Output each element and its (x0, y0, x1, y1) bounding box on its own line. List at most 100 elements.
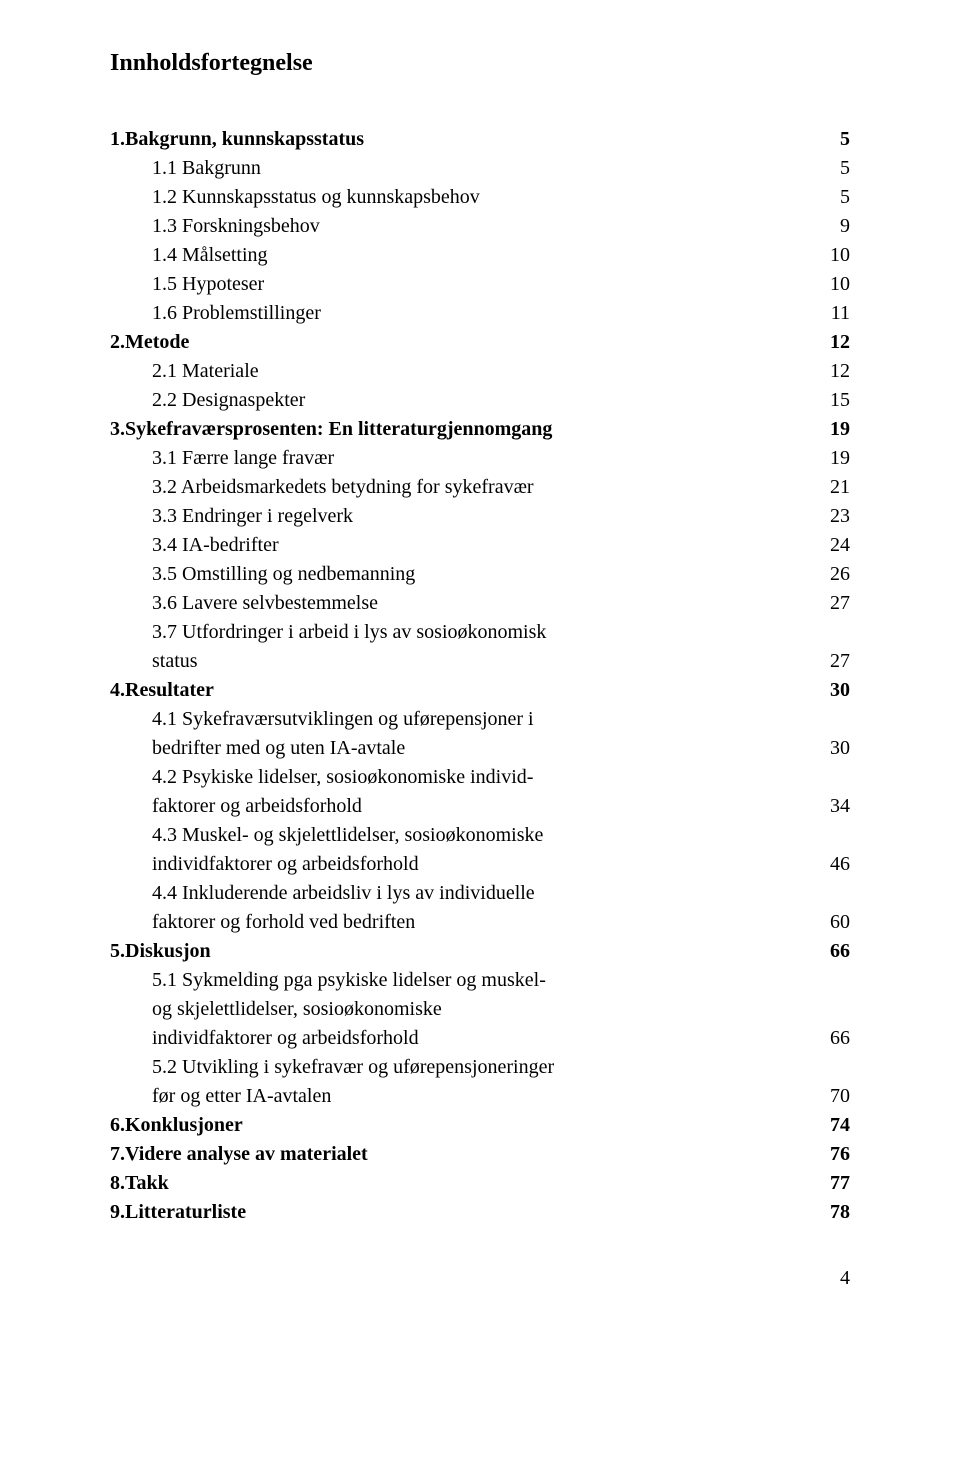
toc-entry-label: 9.Litteraturliste (110, 1198, 246, 1227)
toc-entry: bedrifter med og uten IA-avtale 30 (110, 734, 850, 763)
toc-entry-page: 19 (806, 444, 850, 473)
toc-entry-page: 12 (806, 328, 850, 357)
toc-entry: før og etter IA-avtalen 70 (110, 1082, 850, 1111)
toc-container: 1.Bakgrunn, kunnskapsstatus51.1 Bakgrunn… (110, 125, 850, 1227)
toc-entry: 5.Diskusjon 66 (110, 937, 850, 966)
toc-entry: 4.4 Inkluderende arbeidsliv i lys av ind… (110, 879, 850, 908)
toc-entry: 3.7 Utfordringer i arbeid i lys av sosio… (110, 618, 850, 647)
toc-entry-label: før og etter IA-avtalen (110, 1082, 331, 1111)
toc-entry: faktorer og forhold ved bedriften 60 (110, 908, 850, 937)
toc-entry: 4.2 Psykiske lidelser, sosioøkonomiske i… (110, 763, 850, 792)
toc-entry-page: 78 (806, 1198, 850, 1227)
toc-entry: 3.6 Lavere selvbestemmelse 27 (110, 589, 850, 618)
toc-entry: og skjelettlidelser, sosioøkonomiske (110, 995, 850, 1024)
toc-entry: individfaktorer og arbeidsforhold 46 (110, 850, 850, 879)
toc-entry: status 27 (110, 647, 850, 676)
toc-entry: 4.1 Sykefraværsutviklingen og uførepensj… (110, 705, 850, 734)
toc-entry-label: 1.5 Hypoteser (110, 270, 264, 299)
toc-entry: 9.Litteraturliste 78 (110, 1198, 850, 1227)
toc-entry-label: 3.5 Omstilling og nedbemanning (110, 560, 415, 589)
toc-entry-label: 3.2 Arbeidsmarkedets betydning for sykef… (110, 473, 534, 502)
toc-entry: 3.1 Færre lange fravær 19 (110, 444, 850, 473)
toc-entry: 7.Videre analyse av materialet76 (110, 1140, 850, 1169)
toc-entry: 2.2 Designaspekter 15 (110, 386, 850, 415)
toc-entry-label: 3.6 Lavere selvbestemmelse (110, 589, 378, 618)
toc-entry-page: 70 (806, 1082, 850, 1111)
toc-entry-page: 77 (806, 1169, 850, 1198)
toc-entry-page: 30 (806, 734, 850, 763)
toc-entry-label: faktorer og forhold ved bedriften (110, 908, 415, 937)
toc-entry: 4.3 Muskel- og skjelettlidelser, sosioøk… (110, 821, 850, 850)
toc-entry-page: 5 (816, 183, 850, 212)
toc-entry: faktorer og arbeidsforhold34 (110, 792, 850, 821)
toc-entry-label: 4.1 Sykefraværsutviklingen og uførepensj… (110, 705, 534, 734)
toc-entry: 2.Metode12 (110, 328, 850, 357)
toc-entry-label: 7.Videre analyse av materialet (110, 1140, 368, 1169)
toc-entry-page: 24 (806, 531, 850, 560)
toc-entry-label: 1.2 Kunnskapsstatus og kunnskapsbehov (110, 183, 480, 212)
toc-entry-page: 10 (806, 241, 850, 270)
toc-entry: 3.5 Omstilling og nedbemanning 26 (110, 560, 850, 589)
toc-entry-label: 1.6 Problemstillinger (110, 299, 321, 328)
toc-entry: 5.2 Utvikling i sykefravær og uførepensj… (110, 1053, 850, 1082)
toc-entry: 1.3 Forskningsbehov 9 (110, 212, 850, 241)
toc-entry-page: 10 (806, 270, 850, 299)
toc-entry-page: 23 (806, 502, 850, 531)
toc-entry-page: 26 (806, 560, 850, 589)
toc-entry-label: 5.1 Sykmelding pga psykiske lidelser og … (110, 966, 546, 995)
toc-entry-label: 3.1 Færre lange fravær (110, 444, 334, 473)
toc-entry: 1.2 Kunnskapsstatus og kunnskapsbehov 5 (110, 183, 850, 212)
toc-entry: individfaktorer og arbeidsforhold 66 (110, 1024, 850, 1053)
toc-entry-page: 30 (806, 676, 850, 705)
toc-entry-page: 9 (816, 212, 850, 241)
toc-entry-label: status (110, 647, 198, 676)
toc-entry-page: 27 (806, 589, 850, 618)
toc-entry: 1.Bakgrunn, kunnskapsstatus5 (110, 125, 850, 154)
toc-entry-page: 19 (806, 415, 850, 444)
toc-entry-label: 4.4 Inkluderende arbeidsliv i lys av ind… (110, 879, 535, 908)
toc-entry-label: 3.7 Utfordringer i arbeid i lys av sosio… (110, 618, 546, 647)
toc-entry: 1.1 Bakgrunn 5 (110, 154, 850, 183)
toc-entry-page: 46 (806, 850, 850, 879)
toc-entry: 1.5 Hypoteser 10 (110, 270, 850, 299)
document-title: Innholdsfortegnelse (110, 50, 850, 77)
toc-entry-label: 4.Resultater (110, 676, 214, 705)
toc-entry-page: 74 (806, 1111, 850, 1140)
toc-entry: 4.Resultater 30 (110, 676, 850, 705)
toc-entry: 5.1 Sykmelding pga psykiske lidelser og … (110, 966, 850, 995)
toc-entry-page: 27 (806, 647, 850, 676)
toc-entry-label: 3.3 Endringer i regelverk (110, 502, 353, 531)
toc-entry-label: 1.3 Forskningsbehov (110, 212, 320, 241)
toc-entry-page: 5 (816, 125, 850, 154)
toc-entry-page: 11 (807, 299, 850, 328)
toc-entry-label: 4.3 Muskel- og skjelettlidelser, sosioøk… (110, 821, 543, 850)
toc-entry: 3.3 Endringer i regelverk 23 (110, 502, 850, 531)
toc-entry-page: 66 (806, 1024, 850, 1053)
toc-entry-label: individfaktorer og arbeidsforhold (110, 1024, 419, 1053)
page-number: 4 (110, 1267, 850, 1290)
toc-entry-label: individfaktorer og arbeidsforhold (110, 850, 419, 879)
toc-entry-label: 1.4 Målsetting (110, 241, 268, 270)
toc-entry: 2.1 Materiale12 (110, 357, 850, 386)
toc-entry-label: bedrifter med og uten IA-avtale (110, 734, 405, 763)
toc-entry-label: 2.1 Materiale (110, 357, 259, 386)
toc-entry-label: 2.2 Designaspekter (110, 386, 305, 415)
toc-entry-label: 3.4 IA-bedrifter (110, 531, 279, 560)
toc-entry: 3.Sykefraværsprosenten: En litteraturgje… (110, 415, 850, 444)
toc-entry-page: 5 (816, 154, 850, 183)
toc-entry-label: 5.Diskusjon (110, 937, 211, 966)
toc-entry: 6.Konklusjoner 74 (110, 1111, 850, 1140)
toc-entry: 3.4 IA-bedrifter 24 (110, 531, 850, 560)
toc-entry-page: 60 (806, 908, 850, 937)
toc-entry-page: 15 (806, 386, 850, 415)
toc-entry-label: 6.Konklusjoner (110, 1111, 243, 1140)
toc-entry: 1.4 Målsetting 10 (110, 241, 850, 270)
toc-entry-label: 4.2 Psykiske lidelser, sosioøkonomiske i… (110, 763, 533, 792)
toc-entry: 3.2 Arbeidsmarkedets betydning for sykef… (110, 473, 850, 502)
toc-entry-page: 34 (806, 792, 850, 821)
toc-entry-page: 66 (806, 937, 850, 966)
toc-entry-label: 8.Takk (110, 1169, 169, 1198)
toc-entry-label: og skjelettlidelser, sosioøkonomiske (110, 995, 442, 1024)
toc-entry-label: 1.1 Bakgrunn (110, 154, 261, 183)
toc-entry-label: 5.2 Utvikling i sykefravær og uførepensj… (110, 1053, 554, 1082)
